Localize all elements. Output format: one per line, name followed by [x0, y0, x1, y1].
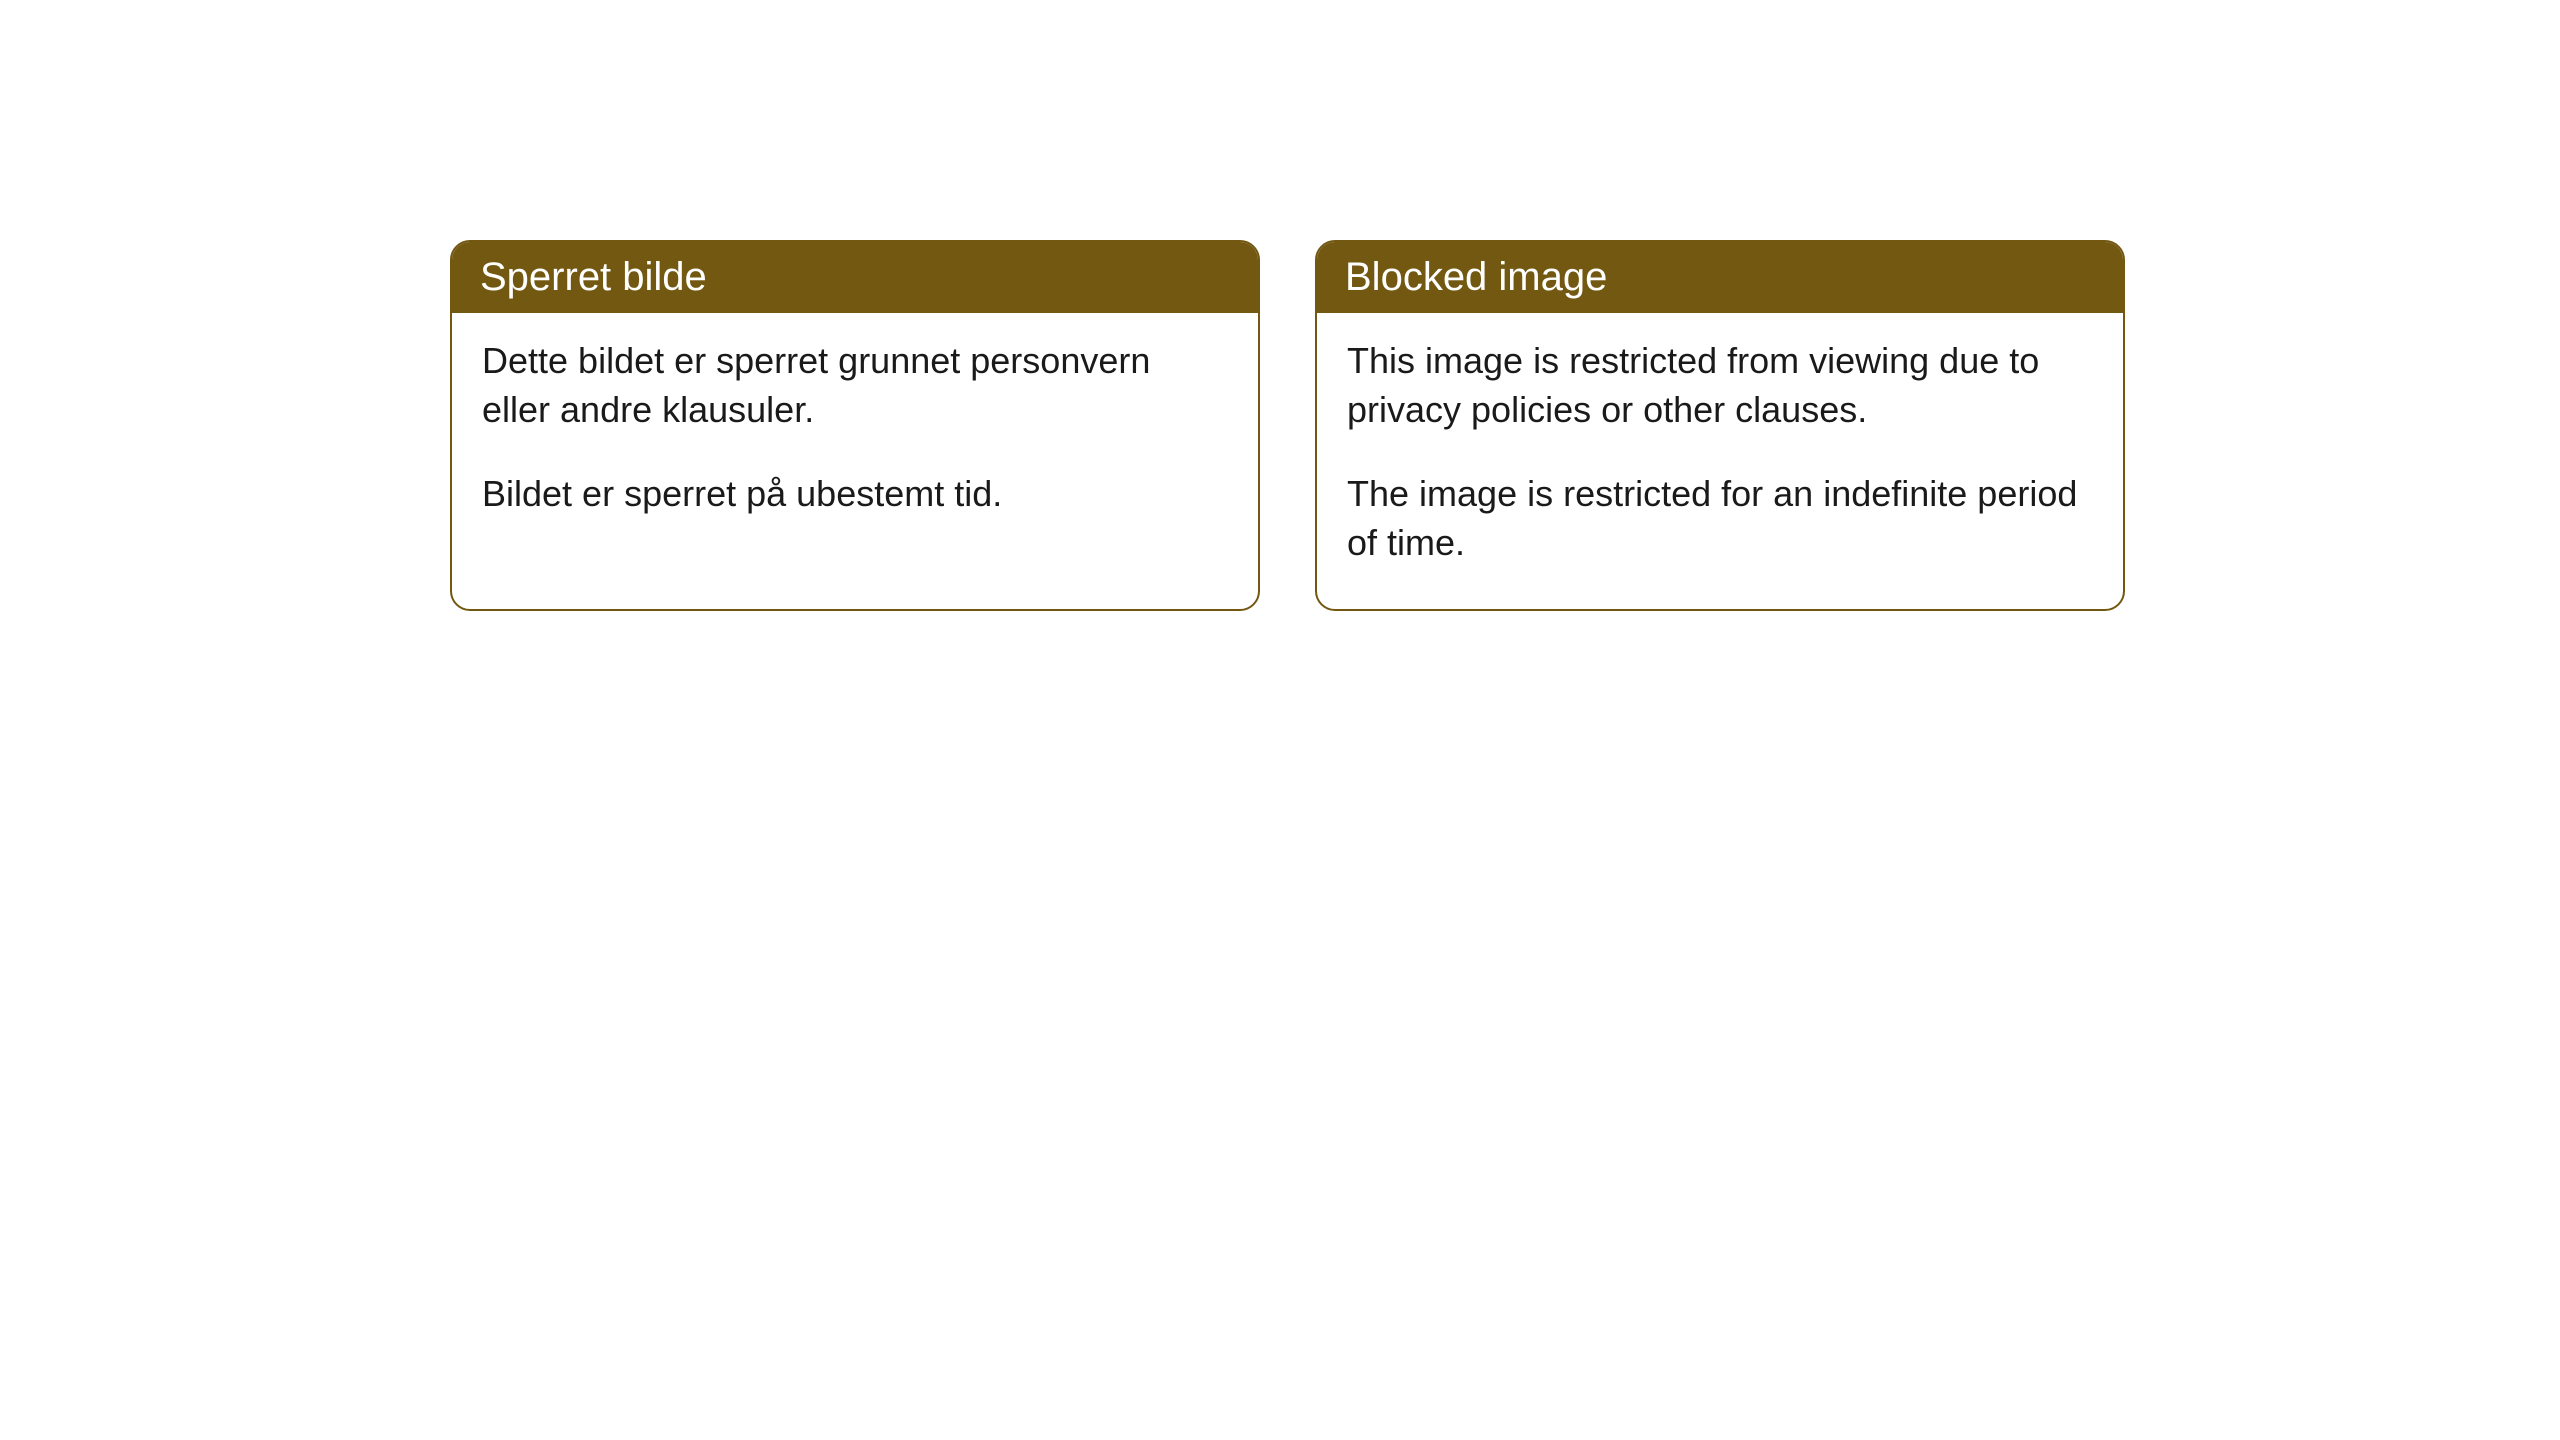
card-paragraph-2: Bildet er sperret på ubestemt tid. [482, 470, 1228, 519]
card-paragraph-2: The image is restricted for an indefinit… [1347, 470, 2093, 567]
card-body: This image is restricted from viewing du… [1317, 313, 2123, 609]
card-title: Sperret bilde [480, 255, 707, 299]
card-header: Blocked image [1317, 242, 2123, 313]
card-paragraph-1: This image is restricted from viewing du… [1347, 337, 2093, 434]
notice-cards-container: Sperret bilde Dette bildet er sperret gr… [450, 240, 2560, 611]
card-title: Blocked image [1345, 255, 1607, 299]
card-paragraph-1: Dette bildet er sperret grunnet personve… [482, 337, 1228, 434]
blocked-image-card-norwegian: Sperret bilde Dette bildet er sperret gr… [450, 240, 1260, 611]
card-body: Dette bildet er sperret grunnet personve… [452, 313, 1258, 561]
card-header: Sperret bilde [452, 242, 1258, 313]
blocked-image-card-english: Blocked image This image is restricted f… [1315, 240, 2125, 611]
